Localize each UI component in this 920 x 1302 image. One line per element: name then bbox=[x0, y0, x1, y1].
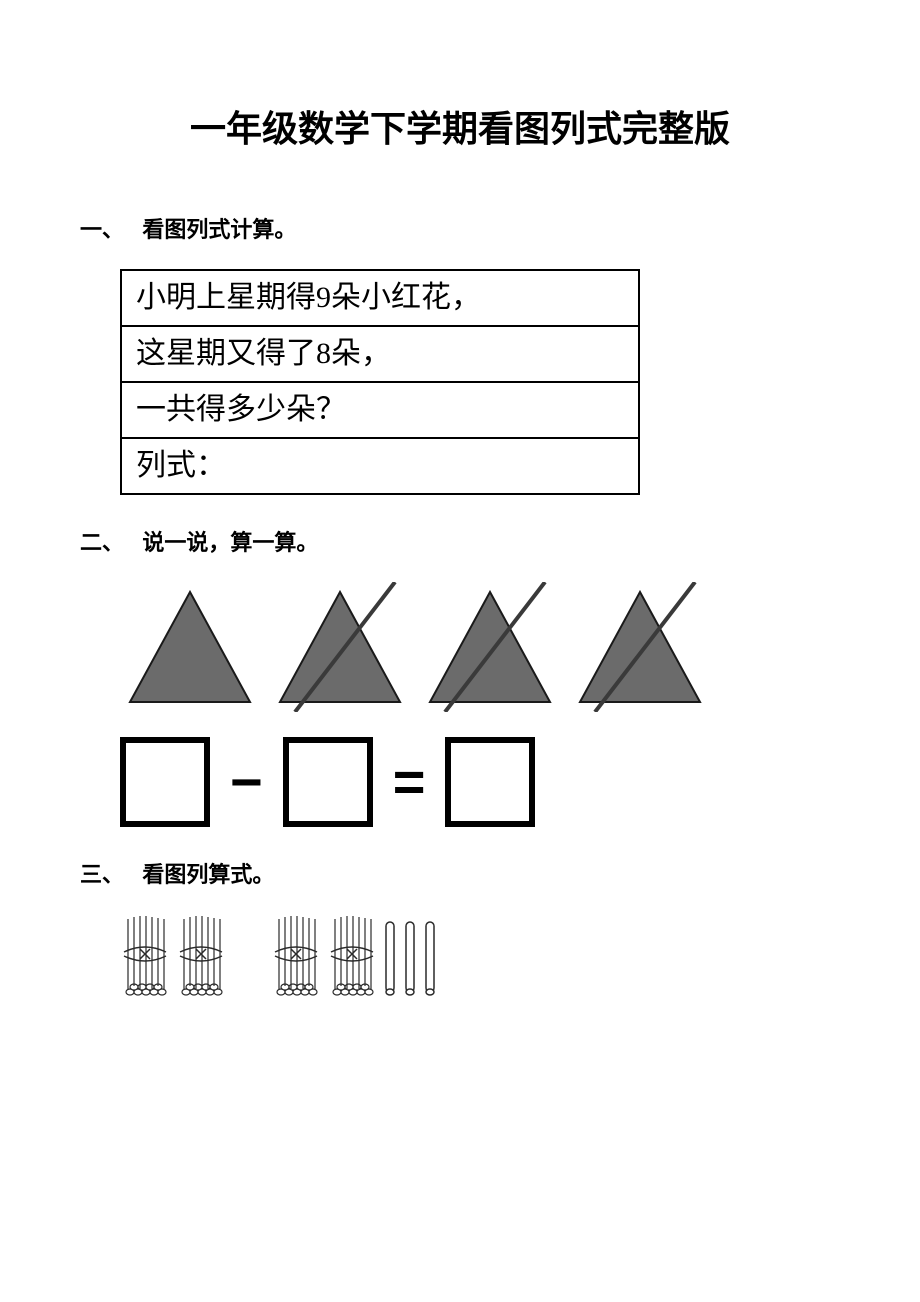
triangle-icon bbox=[130, 592, 250, 702]
section-2-heading: 二、 说一说，算一算。 bbox=[80, 525, 840, 557]
problem-1-row-1: 小明上星期得9朵小红花， bbox=[121, 270, 639, 326]
triangles-svg bbox=[120, 582, 720, 712]
answer-box-3[interactable] bbox=[445, 737, 535, 827]
triangle-icon bbox=[280, 592, 400, 702]
equation-row: − = bbox=[120, 737, 840, 827]
problem-1-row-2: 这星期又得了8朵， bbox=[121, 326, 639, 382]
answer-box-1[interactable] bbox=[120, 737, 210, 827]
problem-1-row-4: 列式： bbox=[121, 438, 639, 494]
stick-icon bbox=[383, 914, 397, 999]
answer-box-2[interactable] bbox=[283, 737, 373, 827]
bundle-icon bbox=[271, 914, 321, 999]
minus-icon: − bbox=[230, 754, 263, 810]
bundle-icon bbox=[327, 914, 377, 999]
section-2-num: 二、 bbox=[80, 530, 124, 555]
bundle-group-1 bbox=[120, 914, 226, 999]
bundle-group-2 bbox=[271, 914, 437, 999]
section-3-heading: 三、 看图列算式。 bbox=[80, 857, 840, 889]
section-1-label: 看图列式计算。 bbox=[142, 217, 296, 242]
bundle-icon bbox=[176, 914, 226, 999]
stick-icon bbox=[403, 914, 417, 999]
problem-1-table: 小明上星期得9朵小红花， 这星期又得了8朵， 一共得多少朵？ 列式： bbox=[120, 269, 640, 495]
equals-icon: = bbox=[393, 754, 426, 810]
section-3-num: 三、 bbox=[80, 862, 124, 887]
section-2-label: 说一说，算一算。 bbox=[142, 530, 318, 555]
bundle-icon bbox=[120, 914, 170, 999]
triangle-icon bbox=[580, 592, 700, 702]
section-1-num: 一、 bbox=[80, 217, 124, 242]
problem-1-row-3: 一共得多少朵？ bbox=[121, 382, 639, 438]
stick-icon bbox=[423, 914, 437, 999]
section-1-heading: 一、 看图列式计算。 bbox=[80, 212, 840, 244]
page-title: 一年级数学下学期看图列式完整版 bbox=[80, 100, 840, 152]
triangles-figure bbox=[120, 582, 840, 717]
section-3-label: 看图列算式。 bbox=[142, 862, 274, 887]
bundles-figure bbox=[120, 914, 840, 999]
triangle-icon bbox=[430, 592, 550, 702]
